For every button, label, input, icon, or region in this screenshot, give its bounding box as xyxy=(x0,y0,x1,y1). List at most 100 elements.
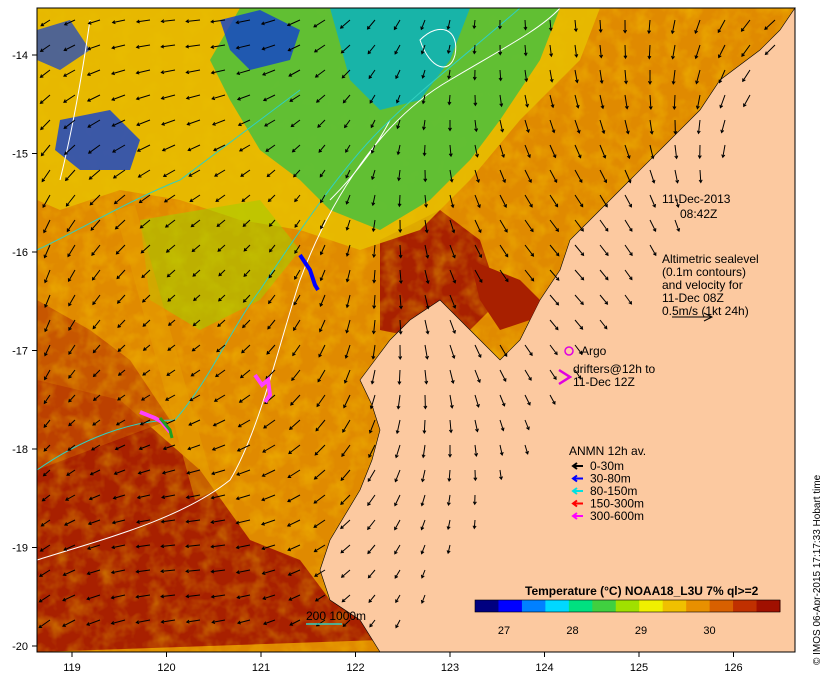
velocity-arrow xyxy=(599,69,604,84)
velocity-arrow xyxy=(267,319,276,330)
velocity-arrow xyxy=(523,44,528,57)
velocity-arrow xyxy=(135,19,151,24)
velocity-arrow xyxy=(142,369,151,376)
anmn-item-label: 150-300m xyxy=(590,497,644,511)
velocity-arrow xyxy=(421,94,426,105)
velocity-arrow xyxy=(135,69,151,75)
velocity-arrow xyxy=(38,619,51,629)
velocity-arrow xyxy=(185,19,201,24)
velocity-arrow xyxy=(216,344,226,353)
velocity-arrow xyxy=(599,244,609,257)
velocity-arrow xyxy=(474,419,479,433)
velocity-arrow xyxy=(89,469,101,476)
velocity-arrow xyxy=(371,344,376,360)
velocity-arrow xyxy=(314,69,326,78)
velocity-arrow xyxy=(110,594,126,600)
velocity-arrow xyxy=(718,69,726,84)
velocity-arrow xyxy=(342,419,351,433)
velocity-arrow xyxy=(524,344,533,357)
velocity-arrow xyxy=(395,619,401,629)
velocity-arrow xyxy=(138,444,151,451)
velocity-arrow xyxy=(499,169,506,184)
velocity-arrow xyxy=(695,94,701,110)
velocity-arrow xyxy=(43,394,51,405)
velocity-arrow xyxy=(318,144,326,153)
velocity-arrow xyxy=(192,269,201,277)
velocity-arrow xyxy=(574,219,584,232)
velocity-arrow xyxy=(160,19,176,24)
velocity-arrow xyxy=(191,244,201,253)
velocity-arrow xyxy=(524,394,531,406)
velocity-arrow xyxy=(111,519,126,525)
velocity-arrow xyxy=(294,269,301,280)
velocity-arrow xyxy=(313,469,326,480)
argo-marker-icon xyxy=(564,346,574,356)
velocity-arrow xyxy=(268,269,276,279)
velocity-arrow xyxy=(160,594,176,599)
velocity-arrow xyxy=(160,44,176,49)
velocity-arrow xyxy=(238,394,251,403)
velocity-arrow xyxy=(162,169,176,177)
velocity-arrow xyxy=(44,294,51,309)
velocity-arrow xyxy=(288,419,301,430)
velocity-arrow xyxy=(474,269,483,284)
velocity-arrow xyxy=(160,519,176,524)
velocity-arrow xyxy=(137,169,151,178)
velocity-arrow xyxy=(672,94,677,110)
velocity-arrow xyxy=(524,94,529,108)
velocity-arrow xyxy=(424,194,428,208)
velocity-arrow xyxy=(44,319,51,333)
velocity-arrow xyxy=(210,519,226,524)
velocity-arrow xyxy=(44,269,51,284)
velocity-arrow xyxy=(290,119,301,128)
velocity-arrow xyxy=(474,194,481,209)
velocity-arrow xyxy=(549,144,557,159)
velocity-arrow xyxy=(138,194,151,204)
velocity-arrow xyxy=(524,219,534,233)
velocity-arrow xyxy=(136,119,151,127)
velocity-arrow xyxy=(497,19,502,30)
velocity-arrow xyxy=(262,69,276,76)
velocity-arrow xyxy=(345,319,351,334)
velocity-arrow xyxy=(192,319,201,327)
velocity-arrow xyxy=(764,19,776,31)
velocity-arrow xyxy=(420,469,426,483)
velocity-arrow xyxy=(113,194,126,205)
velocity-arrow xyxy=(135,569,151,574)
y-tick-label: -19 xyxy=(12,543,28,555)
colorbar-swatch xyxy=(709,600,734,612)
velocity-arrow xyxy=(474,369,481,384)
velocity-arrow xyxy=(420,44,426,55)
velocity-arrow xyxy=(449,344,456,360)
velocity-arrow xyxy=(447,94,452,106)
velocity-arrow xyxy=(215,369,226,378)
velocity-arrow xyxy=(135,619,151,625)
colorbar-swatch xyxy=(662,600,687,612)
velocity-arrow xyxy=(698,169,703,184)
velocity-arrow xyxy=(63,69,76,77)
velocity-arrow xyxy=(210,569,226,574)
x-tick-label: 124 xyxy=(535,662,553,674)
velocity-arrow xyxy=(420,569,426,579)
velocity-arrow xyxy=(262,444,276,453)
velocity-arrow xyxy=(424,269,430,285)
velocity-arrow xyxy=(474,394,480,408)
colorbar-swatch xyxy=(475,600,499,612)
velocity-arrow xyxy=(648,94,653,110)
velocity-arrow xyxy=(40,519,51,527)
velocity-arrow xyxy=(341,69,351,79)
velocity-arrow xyxy=(293,319,301,332)
velocity-arrow xyxy=(448,144,453,158)
velocity-arrow xyxy=(140,244,151,254)
drifter-tracks xyxy=(139,253,320,439)
argo-label: Argo xyxy=(581,344,607,358)
velocity-arrow xyxy=(236,469,251,476)
velocity-arrow xyxy=(598,19,603,33)
velocity-arrow xyxy=(68,369,76,379)
velocity-arrow xyxy=(398,244,403,259)
colorbar-swatches xyxy=(475,600,781,612)
velocity-arrow xyxy=(398,269,403,285)
anmn-item-label: 80-150m xyxy=(590,484,637,498)
velocity-arrow xyxy=(190,369,201,377)
velocity-arrow xyxy=(160,619,176,624)
